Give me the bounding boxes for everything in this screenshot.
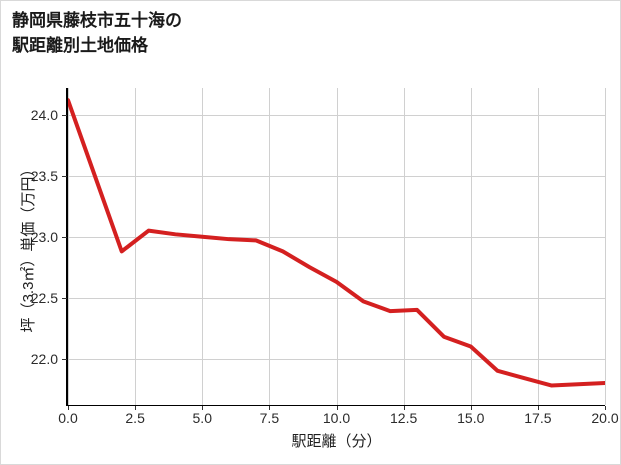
gridline-vertical xyxy=(135,88,137,405)
y-axis-spine xyxy=(66,88,68,406)
y-axis-tick-mark xyxy=(62,297,67,299)
x-axis-tick-mark xyxy=(68,406,69,410)
y-axis-tick-label: 24.0 xyxy=(30,106,58,123)
y-axis-tick-label: 22.0 xyxy=(30,350,58,367)
y-axis-tick-mark xyxy=(62,114,67,116)
gridline-vertical xyxy=(605,88,606,405)
x-axis-tick-mark xyxy=(537,406,539,410)
x-axis-tick-label: 5.0 xyxy=(192,410,212,426)
chart-title: 静岡県藤枝市五十海の 駅距離別土地価格 xyxy=(12,11,182,55)
x-axis-tick-mark xyxy=(403,406,405,410)
x-axis-tick-label: 17.5 xyxy=(524,410,552,426)
y-axis-tick-label: 22.5 xyxy=(30,289,58,306)
y-axis-tick-label: 23.5 xyxy=(30,167,58,184)
gridline-vertical xyxy=(403,88,405,405)
x-axis-tick-label: 7.5 xyxy=(259,410,280,426)
gridline-vertical xyxy=(336,88,338,405)
x-axis-tick-mark xyxy=(202,406,204,410)
gridline-vertical xyxy=(537,88,539,405)
x-axis-spine xyxy=(66,404,605,406)
x-axis-tick-label: 15.0 xyxy=(457,410,485,426)
x-axis-tick-label: 2.5 xyxy=(125,410,145,426)
y-axis-tick-mark xyxy=(62,236,67,238)
gridline-vertical xyxy=(470,88,472,405)
x-axis-label: 駅距離（分） xyxy=(291,433,382,450)
plot-area xyxy=(68,88,606,405)
x-axis-tick-mark xyxy=(336,406,338,410)
x-axis-tick-mark xyxy=(470,406,472,410)
x-axis-tick-label: 20.0 xyxy=(591,410,619,426)
gridline-vertical xyxy=(68,88,69,405)
x-axis-tick-mark xyxy=(605,406,606,410)
line-series-layer xyxy=(68,88,605,405)
x-axis-tick-label: 12.5 xyxy=(390,410,418,426)
y-axis-label: 坪（3.3㎡）単価（万円） xyxy=(20,161,37,333)
x-axis-tick-mark xyxy=(269,406,271,410)
line-series-tsubo-unit-price xyxy=(68,100,605,385)
x-axis-tick-label: 10.0 xyxy=(322,410,351,426)
y-axis-tick-mark xyxy=(62,175,67,177)
gridlines xyxy=(68,88,606,405)
gridline-vertical xyxy=(202,88,204,405)
x-axis-tick-mark xyxy=(135,406,137,410)
y-axis-tick-label: 23.0 xyxy=(30,228,58,245)
y-axis-tick-mark xyxy=(62,358,67,360)
x-axis-tick-label: 0.0 xyxy=(58,410,78,426)
